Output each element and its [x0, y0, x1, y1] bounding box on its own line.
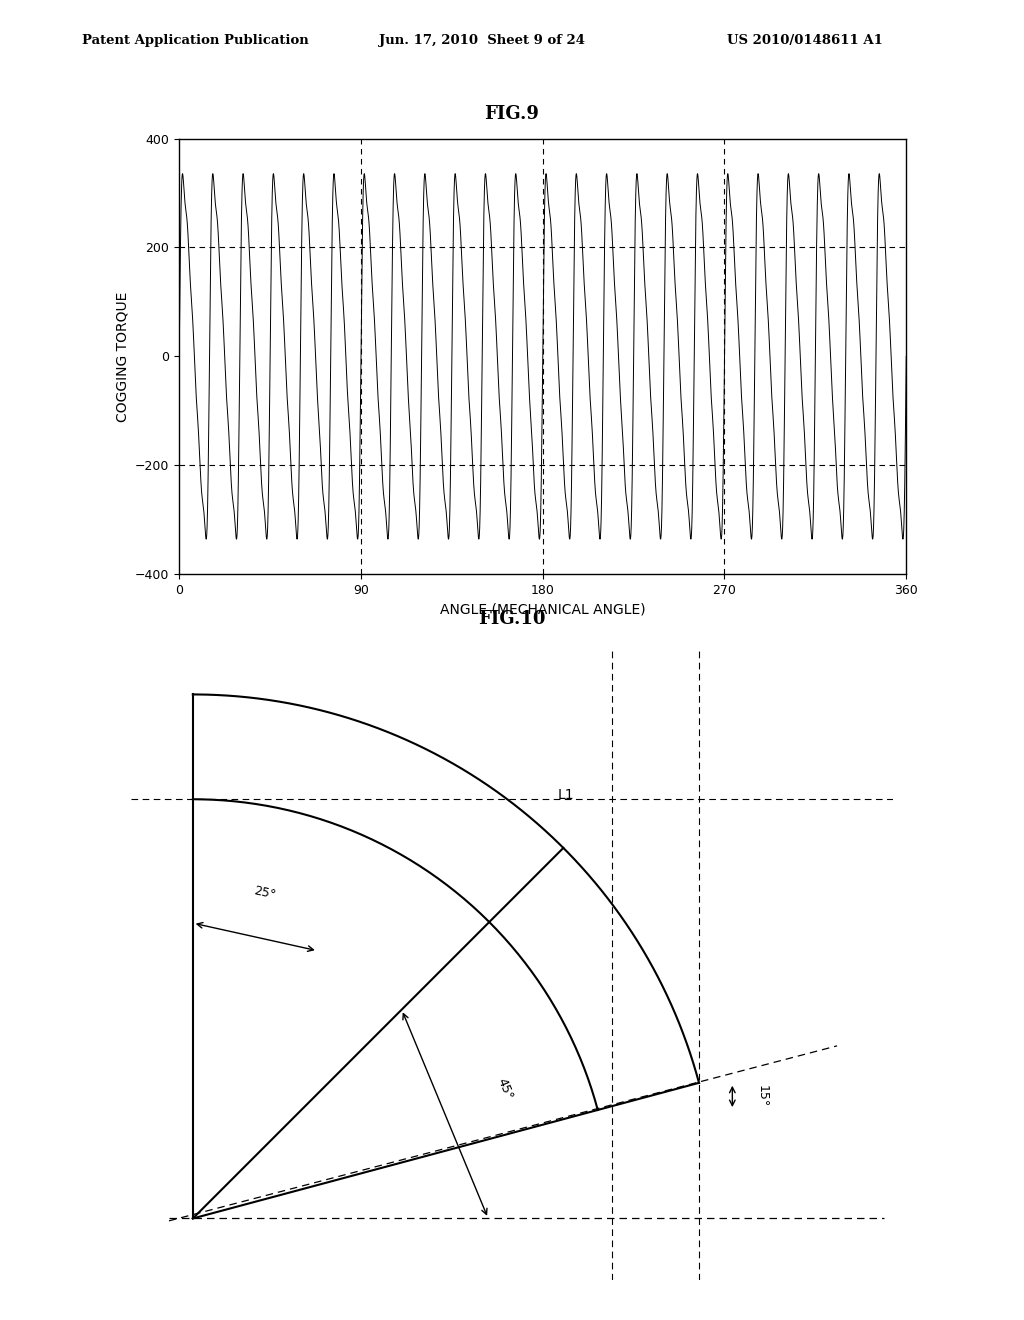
Text: Patent Application Publication: Patent Application Publication — [82, 34, 308, 48]
Text: L1: L1 — [557, 788, 574, 803]
Text: FIG.10: FIG.10 — [478, 610, 546, 628]
Text: 15°: 15° — [756, 1085, 769, 1107]
Text: US 2010/0148611 A1: US 2010/0148611 A1 — [727, 34, 883, 48]
Text: 45°: 45° — [495, 1076, 515, 1102]
Y-axis label: COGGING TORQUE: COGGING TORQUE — [116, 292, 130, 421]
Text: FIG.9: FIG.9 — [484, 104, 540, 123]
X-axis label: ANGLE (MECHANICAL ANGLE): ANGLE (MECHANICAL ANGLE) — [440, 602, 645, 616]
Text: 25°: 25° — [253, 884, 278, 902]
Text: Jun. 17, 2010  Sheet 9 of 24: Jun. 17, 2010 Sheet 9 of 24 — [379, 34, 585, 48]
